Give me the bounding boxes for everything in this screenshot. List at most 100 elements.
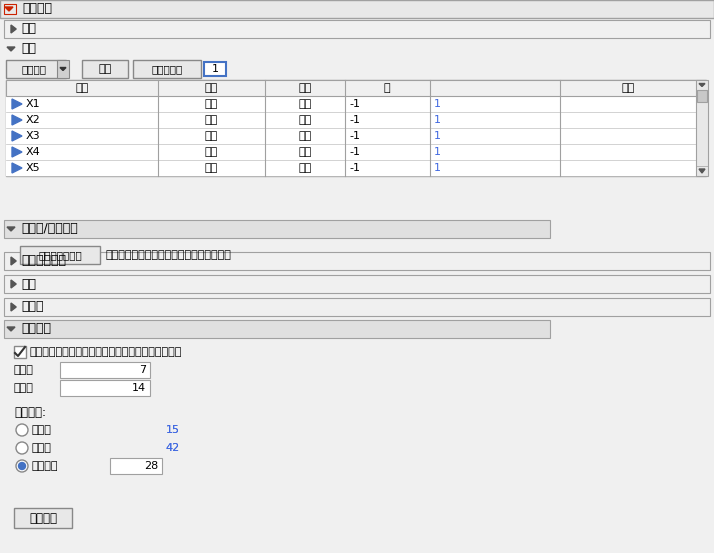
Text: 7: 7 xyxy=(139,365,146,375)
Text: 15: 15 xyxy=(166,425,180,435)
Polygon shape xyxy=(7,227,15,231)
Text: 定制设计: 定制设计 xyxy=(22,3,52,15)
Circle shape xyxy=(19,462,26,469)
Bar xyxy=(14,346,26,358)
Text: 1: 1 xyxy=(434,147,441,157)
Text: X5: X5 xyxy=(26,163,41,173)
Bar xyxy=(6,80,706,96)
Text: 生成设计: 生成设计 xyxy=(21,322,51,336)
Bar xyxy=(4,40,710,58)
Text: 别名项: 别名项 xyxy=(21,300,44,314)
Text: 1: 1 xyxy=(434,115,441,125)
Text: 1: 1 xyxy=(434,131,441,141)
Bar xyxy=(133,60,201,78)
Bar xyxy=(57,60,69,78)
Text: 最小值: 最小值 xyxy=(32,425,52,435)
Text: 制作设计: 制作设计 xyxy=(29,512,57,524)
Bar xyxy=(60,362,150,378)
Text: -1: -1 xyxy=(349,163,360,173)
Text: X1: X1 xyxy=(26,99,41,109)
Bar xyxy=(110,458,162,474)
Text: X3: X3 xyxy=(26,131,41,141)
Text: 极难: 极难 xyxy=(298,147,311,157)
Polygon shape xyxy=(12,147,22,157)
Text: -1: -1 xyxy=(349,115,360,125)
Bar xyxy=(4,20,710,38)
Text: 15: 15 xyxy=(166,425,180,435)
Text: 42: 42 xyxy=(166,443,180,453)
Polygon shape xyxy=(11,280,16,288)
Text: X2: X2 xyxy=(26,115,41,125)
Text: 更改: 更改 xyxy=(298,83,311,93)
Text: 用户指定: 用户指定 xyxy=(32,461,59,471)
Polygon shape xyxy=(7,327,15,331)
Text: 默认值: 默认值 xyxy=(32,443,52,453)
Text: 1: 1 xyxy=(434,99,441,109)
Bar xyxy=(4,220,550,238)
Bar xyxy=(6,112,696,128)
Polygon shape xyxy=(12,131,22,141)
Text: 选择协变量因子: 选择协变量因子 xyxy=(38,250,82,260)
Bar xyxy=(82,60,128,78)
Text: 子区数: 子区数 xyxy=(14,383,34,393)
Polygon shape xyxy=(11,257,16,265)
Polygon shape xyxy=(7,47,15,51)
Bar xyxy=(4,298,710,316)
Text: 42: 42 xyxy=(166,443,180,453)
Polygon shape xyxy=(699,84,705,86)
Text: 角色: 角色 xyxy=(204,83,218,93)
Text: 模型: 模型 xyxy=(21,278,36,290)
Text: -1: -1 xyxy=(349,147,360,157)
Polygon shape xyxy=(699,169,705,173)
Bar xyxy=(204,62,226,76)
Bar xyxy=(4,4,16,14)
Bar xyxy=(4,275,710,293)
Text: 极难: 极难 xyxy=(298,115,311,125)
Text: 定义因子约束: 定义因子约束 xyxy=(21,254,66,268)
Text: 连续: 连续 xyxy=(204,99,218,109)
Text: 1: 1 xyxy=(434,163,441,173)
Bar xyxy=(14,508,72,528)
Text: -1: -1 xyxy=(349,99,360,109)
Polygon shape xyxy=(12,115,22,125)
Text: 响应: 响应 xyxy=(21,23,36,35)
Circle shape xyxy=(16,442,28,454)
Bar xyxy=(6,80,706,176)
Bar xyxy=(20,246,100,264)
Text: 14: 14 xyxy=(132,383,146,393)
Circle shape xyxy=(16,424,28,436)
Bar xyxy=(6,96,696,112)
Text: 28: 28 xyxy=(144,461,158,471)
Text: 连续: 连续 xyxy=(204,131,218,141)
Text: 连续: 连续 xyxy=(204,147,218,157)
Bar xyxy=(6,80,706,96)
Bar xyxy=(6,160,696,176)
Text: 极难: 极难 xyxy=(298,99,311,109)
Text: 添加因子: 添加因子 xyxy=(21,64,46,74)
Text: 协变量/候选试验: 协变量/候选试验 xyxy=(21,222,78,236)
Text: -1: -1 xyxy=(349,131,360,141)
Text: X4: X4 xyxy=(26,147,41,157)
Text: 整区数: 整区数 xyxy=(14,365,34,375)
Bar xyxy=(697,90,707,102)
Text: 1: 1 xyxy=(211,64,218,74)
Text: 单位: 单位 xyxy=(621,83,635,93)
Text: 难以更改的因子可独立于极难更改的因子发生变化。: 难以更改的因子可独立于极难更改的因子发生变化。 xyxy=(30,347,182,357)
Bar xyxy=(4,252,710,270)
Polygon shape xyxy=(11,303,16,311)
Circle shape xyxy=(16,460,28,472)
Text: 连续: 连续 xyxy=(204,115,218,125)
Polygon shape xyxy=(60,67,66,70)
Text: 试验次数:: 试验次数: xyxy=(14,405,46,419)
Bar xyxy=(60,380,150,396)
Text: 添加因子数: 添加因子数 xyxy=(151,64,183,74)
Polygon shape xyxy=(12,99,22,109)
Polygon shape xyxy=(5,7,13,11)
Polygon shape xyxy=(11,25,16,33)
Bar xyxy=(696,80,708,176)
Text: 删除: 删除 xyxy=(99,64,111,74)
Text: 极难: 极难 xyxy=(298,131,311,141)
Bar xyxy=(4,320,550,338)
Text: 连续: 连续 xyxy=(204,163,218,173)
Bar xyxy=(0,0,714,18)
